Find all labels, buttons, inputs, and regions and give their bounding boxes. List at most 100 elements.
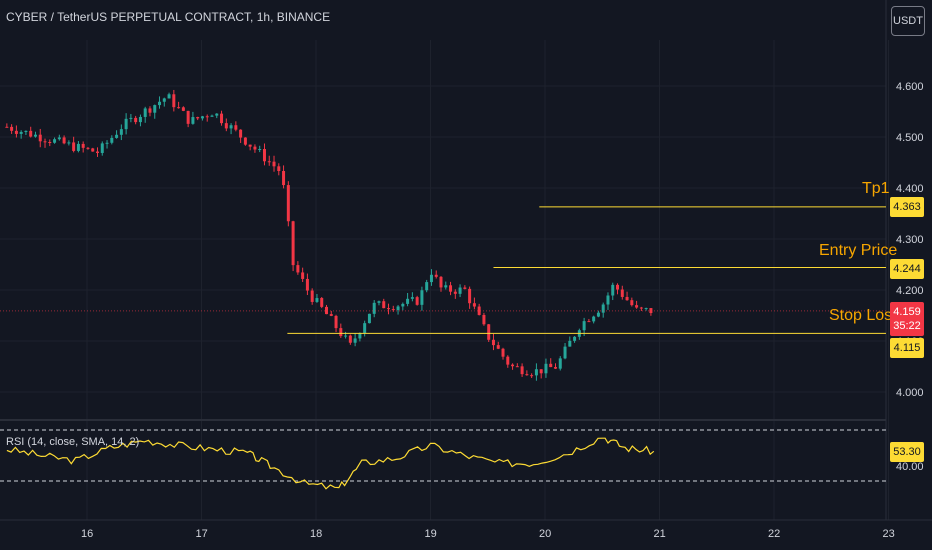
candle-down <box>635 305 639 308</box>
entry-price-tag: 4.244 <box>890 259 924 279</box>
candle-down <box>620 289 624 297</box>
candle-down <box>186 110 190 124</box>
candle-up <box>158 101 162 106</box>
candle-up <box>200 116 204 119</box>
candle-down <box>439 276 443 288</box>
candle-up <box>601 304 605 313</box>
rsi-level-label: 40.00 <box>896 461 924 473</box>
candle-up <box>644 308 648 310</box>
candle-up <box>143 108 147 117</box>
candle-up <box>353 338 357 343</box>
x-tick-label: 23 <box>883 528 895 540</box>
y-tick-label: 4.200 <box>896 285 924 297</box>
x-tick-label: 16 <box>81 528 93 540</box>
candle-down <box>630 300 634 306</box>
candle-down <box>291 221 295 266</box>
candle-up <box>410 297 414 299</box>
candle-down <box>172 94 176 108</box>
candle-down <box>38 134 42 142</box>
candle-up <box>124 118 128 130</box>
candle-up <box>611 284 615 296</box>
candle-down <box>649 308 653 314</box>
last-price-tag: 4.159 35:22 <box>890 302 924 336</box>
candle-down <box>477 306 481 315</box>
candle-up <box>358 333 362 339</box>
x-tick-label: 22 <box>768 528 780 540</box>
candle-up <box>544 363 548 374</box>
candle-down <box>243 137 247 145</box>
candle-up <box>229 125 233 129</box>
y-tick-label: 4.500 <box>896 132 924 144</box>
y-tick-label: 4.000 <box>896 387 924 399</box>
candle-up <box>563 346 567 359</box>
candle-down <box>177 107 181 109</box>
candle-down <box>305 278 309 291</box>
candle-up <box>596 312 600 317</box>
candle-down <box>587 321 591 323</box>
candle-down <box>515 366 519 368</box>
entry-price-label: Entry Price <box>819 242 898 259</box>
candle-down <box>625 296 629 301</box>
candle-down <box>72 142 76 151</box>
candle-up <box>57 137 61 140</box>
candle-down <box>639 307 643 309</box>
candle-down <box>14 130 18 134</box>
candle-up <box>401 303 405 307</box>
candle-down <box>286 185 290 222</box>
candle-down <box>434 274 438 277</box>
tp1-label: Tp1 <box>862 180 890 197</box>
candle-down <box>525 374 529 376</box>
candle-down <box>134 117 138 123</box>
rsi-label: RSI (14, close, SMA, 14, 2) <box>6 436 140 448</box>
candle-down <box>472 303 476 307</box>
candle-up <box>119 129 123 135</box>
candle-up <box>53 139 57 143</box>
candle-down <box>48 142 52 144</box>
candle-down <box>262 149 266 162</box>
x-tick-label: 18 <box>310 528 322 540</box>
candle-up <box>67 142 71 144</box>
candle-down <box>272 161 276 167</box>
candle-up <box>210 115 214 117</box>
rsi-line <box>6 437 655 490</box>
candle-down <box>487 324 491 340</box>
candle-down <box>196 117 200 119</box>
candle-down <box>449 285 453 292</box>
stop-loss-price-tag: 4.115 <box>890 338 924 358</box>
candle-down <box>267 161 271 163</box>
candle-up <box>458 287 462 294</box>
candle-up <box>377 301 381 303</box>
x-tick-label: 19 <box>425 528 437 540</box>
candle-down <box>387 308 391 310</box>
countdown-timer: 35:22 <box>893 320 921 332</box>
candle-up <box>344 335 348 337</box>
candle-down <box>29 130 33 137</box>
candle-down <box>224 123 228 129</box>
candle-down <box>181 107 185 111</box>
candle-up <box>363 323 367 334</box>
candle-up <box>33 134 37 137</box>
candle-down <box>91 148 95 152</box>
candle-down <box>329 314 333 316</box>
candle-down <box>391 309 395 311</box>
candle-down <box>43 141 47 143</box>
candle-down <box>553 367 557 369</box>
tp1-price-tag: 4.363 <box>890 197 924 217</box>
candle-down <box>296 265 300 273</box>
candle-down <box>549 363 553 368</box>
candle-down <box>415 297 419 305</box>
candle-down <box>334 315 338 329</box>
y-tick-label: 4.300 <box>896 234 924 246</box>
candle-down <box>320 298 324 307</box>
symbol-title: CYBER / TetherUS PERPETUAL CONTRACT, 1h,… <box>6 10 331 24</box>
candle-down <box>86 147 90 149</box>
candle-down <box>520 366 524 375</box>
last-price-value: 4.159 <box>893 306 921 318</box>
candle-down <box>339 328 343 337</box>
candle-down <box>239 129 243 138</box>
currency-button[interactable]: USDT <box>891 6 925 36</box>
candle-down <box>324 306 328 315</box>
candle-down <box>468 288 472 304</box>
stop-loss-label: Stop Loss <box>829 307 901 324</box>
